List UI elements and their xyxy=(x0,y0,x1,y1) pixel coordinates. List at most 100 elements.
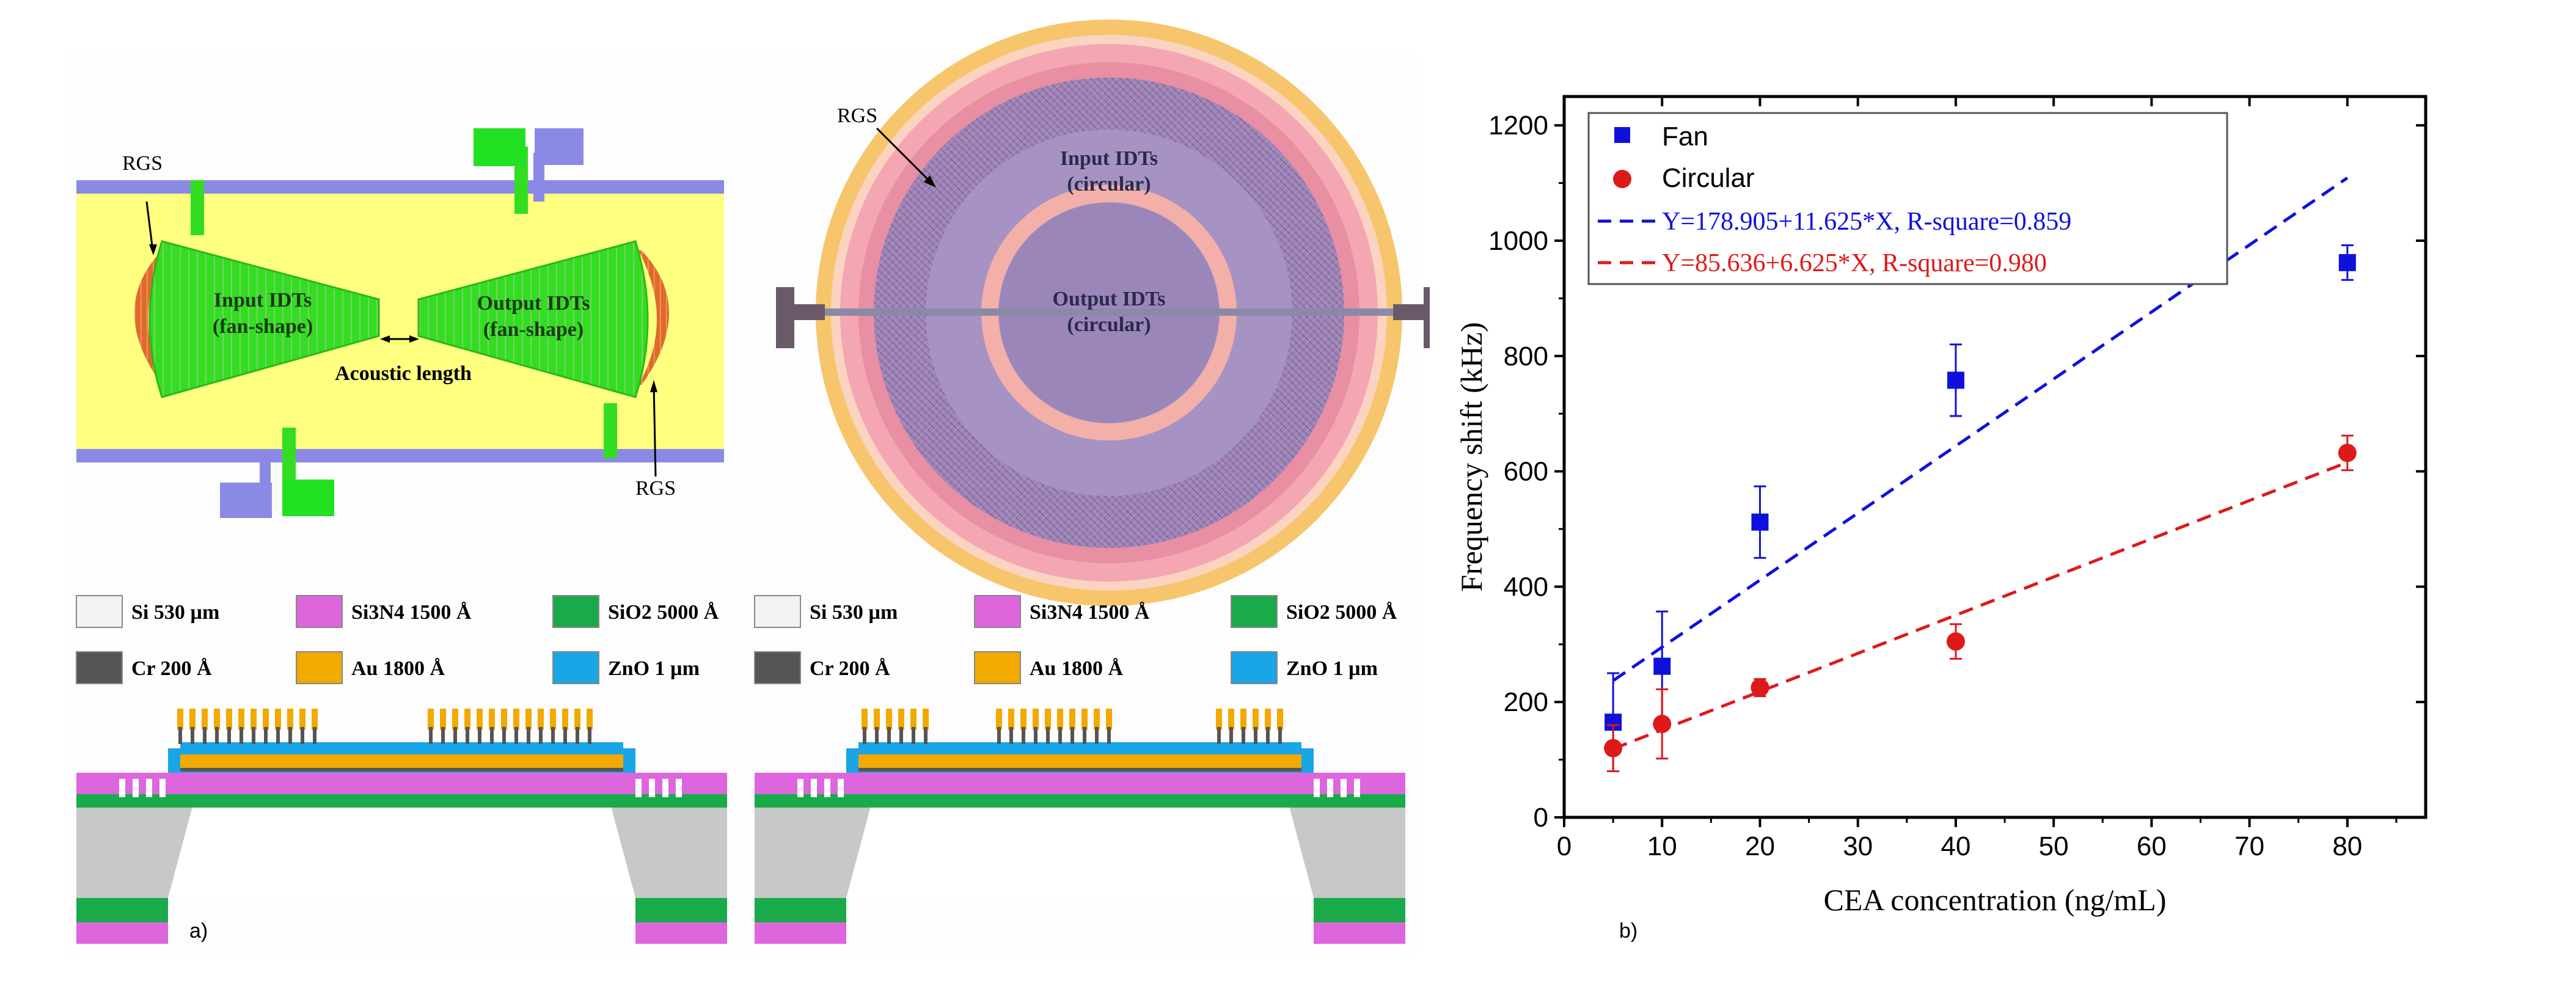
idt-finger-stem xyxy=(227,727,231,744)
fit-line-circular xyxy=(1612,461,2348,751)
legend-marker-circular xyxy=(1613,170,1631,188)
fan-lead xyxy=(191,180,204,235)
data-point-circular xyxy=(1653,715,1672,734)
cr-layer xyxy=(858,768,1301,772)
legend-fit-label-fan: Y=178.905+11.625*X, R-square=0.859 xyxy=(1662,208,2071,236)
data-point-circular xyxy=(1946,632,1965,651)
idt-finger xyxy=(189,709,196,730)
data-point-fan xyxy=(1653,657,1671,675)
cross-section-right xyxy=(755,709,1405,944)
data-point-circular xyxy=(1751,678,1769,697)
idt-finger-stem xyxy=(1009,727,1013,744)
rgs-tooth xyxy=(797,779,803,797)
legend-material-label: Si 530 µm xyxy=(131,601,219,624)
sio2-layer xyxy=(755,794,1405,808)
panel-a-illustration: RGS RGS Input IDTs (fan-shape) Output ID… xyxy=(76,20,1430,944)
idt-finger-stem xyxy=(1083,727,1086,744)
rgs-tooth xyxy=(133,779,139,797)
idt-finger-stem xyxy=(899,727,903,744)
fan-bottom-bus xyxy=(76,449,724,462)
rgs-tooth xyxy=(159,779,166,797)
legend-swatch xyxy=(754,651,801,684)
idt-finger-stem xyxy=(924,727,928,744)
input-idt-fan xyxy=(148,240,380,398)
si3n4-back xyxy=(635,922,727,944)
fan-input-label-1: Input IDTs xyxy=(214,289,312,312)
material-legend-left: Si 530 µm Si3N4 1500 Å SiO2 5000 Å Cr 200 Å… xyxy=(76,595,719,684)
rgs-arrow xyxy=(145,201,154,251)
panel-a: RGS RGS Input IDTs (fan-shape) Output ID… xyxy=(76,20,1430,944)
circular-device: RGS Input IDTs (circular) Output IDTs (c… xyxy=(776,20,1430,606)
circ-input-label-2: (circular) xyxy=(1067,173,1151,195)
idt-finger-stem xyxy=(1022,727,1025,744)
idt-finger-stem xyxy=(588,727,591,744)
idt-finger-stem xyxy=(264,727,268,744)
x-tick-label: 10 xyxy=(1647,831,1677,861)
data-point-circular xyxy=(1604,739,1623,757)
y-tick-label: 400 xyxy=(1504,572,1548,602)
idt-finger-stem xyxy=(441,727,445,744)
idt-finger-stem xyxy=(1217,727,1221,744)
fan-lead xyxy=(533,153,544,202)
idt-finger xyxy=(1277,709,1283,730)
etched-cavity xyxy=(168,806,635,898)
fan-lead xyxy=(260,458,271,501)
data-point-fan xyxy=(1947,371,1964,389)
idt-finger-stem xyxy=(203,727,207,744)
idt-finger-stem xyxy=(478,727,481,744)
idt-finger-stem xyxy=(875,727,879,744)
idt-finger-stem xyxy=(288,727,292,744)
circ-output-label-2: (circular) xyxy=(1067,313,1151,336)
data-point-circular xyxy=(2338,443,2357,462)
au-layer xyxy=(180,754,623,768)
legend-swatch xyxy=(76,651,123,684)
rgs-arrow xyxy=(653,384,657,477)
idt-finger xyxy=(574,709,580,730)
fit-line-fan xyxy=(1612,177,2349,682)
legend-swatch xyxy=(552,651,599,684)
y-tick-label: 1000 xyxy=(1488,226,1548,256)
idt-finger xyxy=(251,709,257,730)
idt-finger-stem xyxy=(1058,727,1062,744)
sio2-back xyxy=(755,898,846,922)
rgs-tooth xyxy=(635,779,642,797)
legend-material-label: SiO2 5000 Å xyxy=(608,601,719,624)
idt-finger-stem xyxy=(887,727,891,744)
legend-marker-fan xyxy=(1614,127,1630,143)
circ-rgs-label: RGS xyxy=(837,104,877,127)
idt-finger xyxy=(550,709,556,730)
x-tick-label: 60 xyxy=(2137,831,2167,861)
panel-b: 0 10 20 30 40 50 60 70 80 0 200 400 600 800 1000 1200 F… xyxy=(1430,0,2576,997)
fit-lines xyxy=(1612,177,2349,751)
idt-finger-stem xyxy=(1229,727,1233,744)
legend-material-label: SiO2 5000 Å xyxy=(1286,601,1397,624)
idt-finger-stem xyxy=(1046,727,1050,744)
idt-finger-stem xyxy=(997,727,1001,744)
sio2-layer xyxy=(76,794,727,808)
rgs-arrowhead xyxy=(149,244,157,255)
y-tick-label: 200 xyxy=(1504,687,1548,717)
idt-finger xyxy=(1265,709,1271,730)
rgs-tooth xyxy=(119,779,125,797)
data-points xyxy=(1604,244,2357,772)
idt-finger-stem xyxy=(527,727,530,744)
idt-finger-stem xyxy=(563,727,567,744)
idt-finger xyxy=(923,709,929,730)
fan-rgs-left xyxy=(134,250,165,385)
idt-finger xyxy=(238,709,244,730)
idt-finger xyxy=(996,709,1002,730)
legend-box xyxy=(1587,112,2228,285)
idt-finger xyxy=(910,709,917,730)
idt-finger xyxy=(489,709,495,730)
idt-finger-stem xyxy=(1278,727,1282,744)
cross-section-left xyxy=(76,709,727,944)
x-tick-label: 80 xyxy=(2332,831,2362,861)
rgs-tooth xyxy=(146,779,152,797)
idt-finger-stem xyxy=(252,727,255,744)
y-tick-label: 0 xyxy=(1534,803,1548,833)
idt-finger xyxy=(452,709,458,730)
si3n4-layer xyxy=(755,773,1405,794)
acoustic-arrowhead xyxy=(409,335,419,343)
idt-finger xyxy=(1069,709,1075,730)
